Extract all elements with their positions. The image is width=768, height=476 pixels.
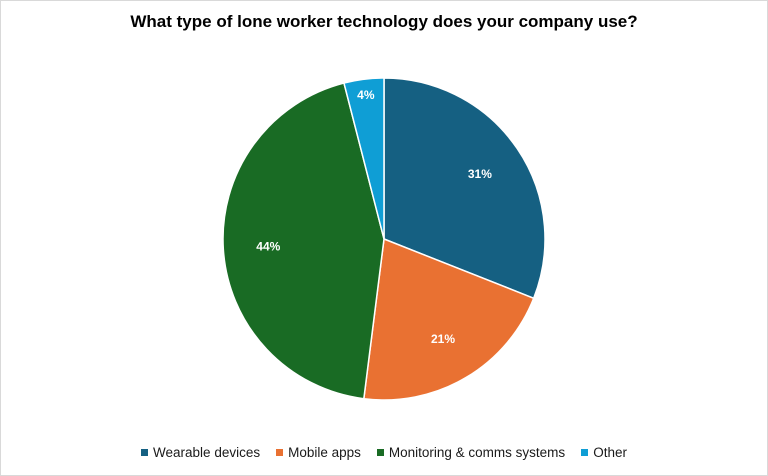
legend-item-wearable-devices: Wearable devices [141, 445, 260, 460]
pie-slice-monitoring-comms-systems [222, 82, 385, 400]
legend-swatch [141, 449, 149, 456]
legend-item-mobile-apps: Mobile apps [276, 445, 361, 460]
legend-label: Other [593, 445, 627, 460]
legend-item-other: Other [581, 445, 627, 460]
legend: Wearable devices Mobile apps Monitoring & … [1, 445, 767, 460]
data-label-wearable-devices: 31% [468, 167, 492, 181]
chart-title: What type of lone worker technology does… [130, 12, 638, 31]
data-label-other: 4% [357, 88, 375, 102]
pie-slice-wearable-devices [383, 77, 546, 300]
legend-swatch [376, 449, 384, 456]
legend-label: Mobile apps [288, 445, 361, 460]
pie-slice-other [343, 77, 385, 240]
legend-label: Monitoring & comms systems [388, 445, 566, 460]
data-label-mobile-apps: 21% [431, 332, 455, 346]
pie-slice-mobile-apps [362, 237, 535, 401]
legend-swatch [581, 449, 589, 456]
legend-label: Wearable devices [153, 445, 261, 460]
legend-swatch [276, 449, 284, 456]
legend-item-monitoring-comms-systems: Monitoring & comms systems [376, 445, 566, 460]
data-label-monitoring-comms-systems: 44% [256, 239, 280, 253]
